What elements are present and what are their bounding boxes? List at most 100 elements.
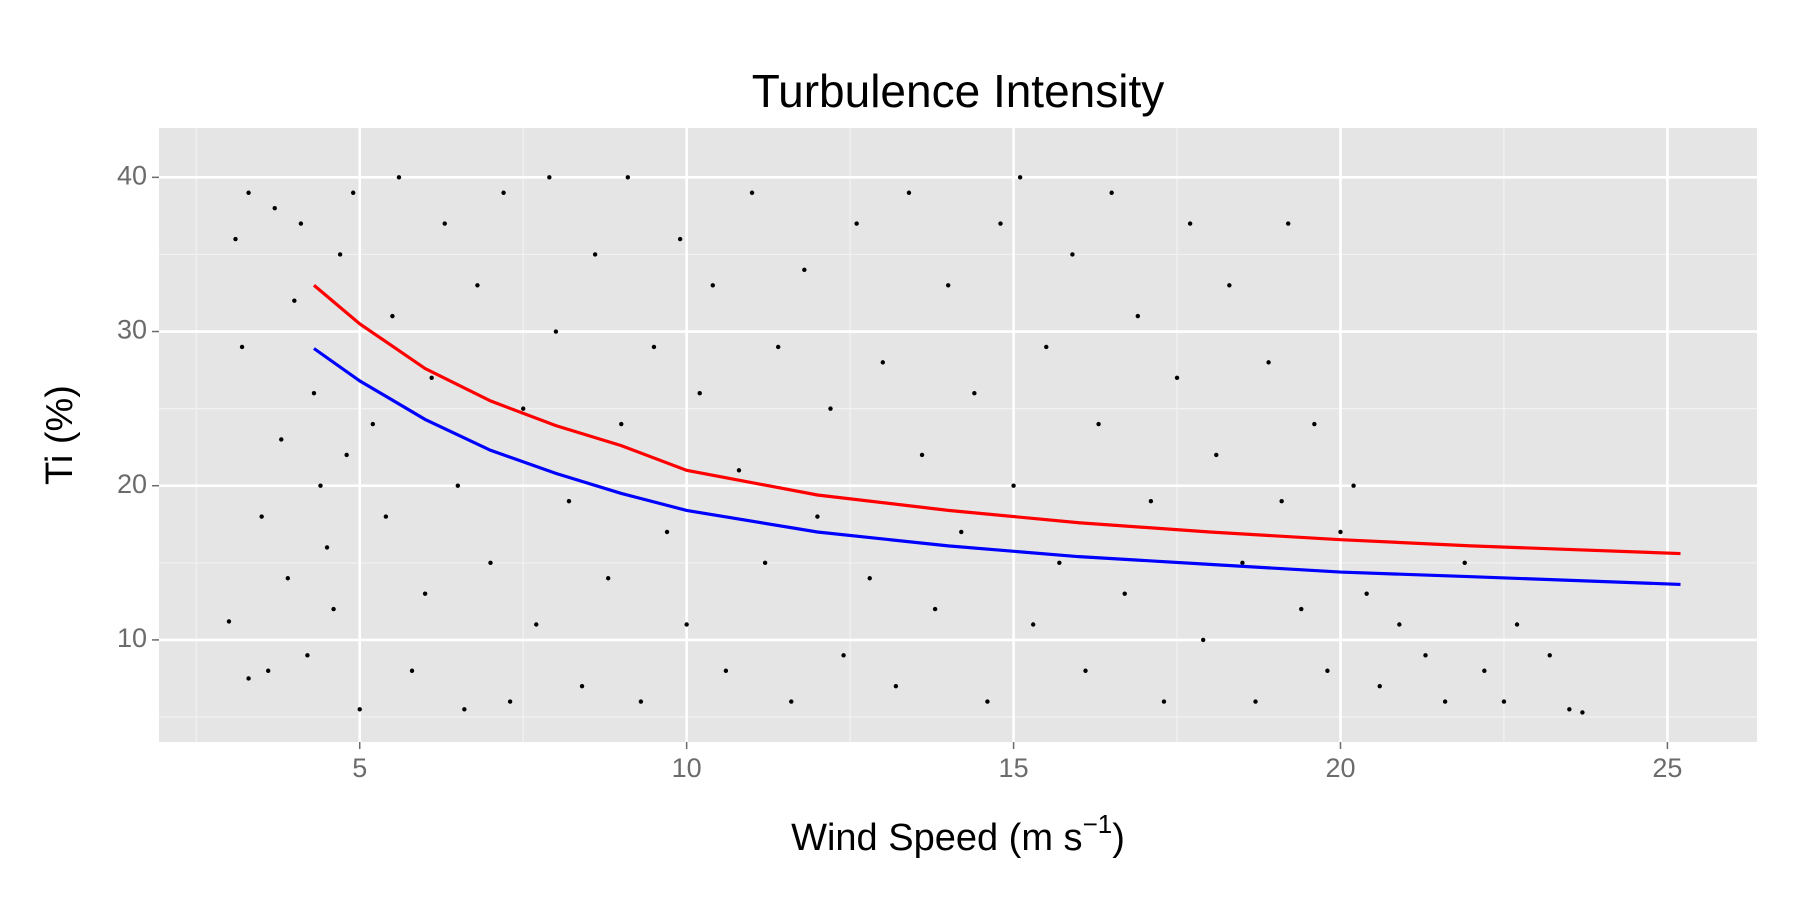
point (1240, 560, 1245, 566)
point (1044, 344, 1049, 350)
point (547, 175, 552, 180)
point (651, 344, 657, 350)
plot-panel (159, 128, 1757, 742)
point (625, 175, 631, 180)
point (409, 668, 415, 673)
point (246, 676, 251, 681)
point (324, 545, 330, 550)
point (259, 514, 264, 519)
point (1462, 560, 1467, 566)
point (311, 391, 317, 396)
point (1514, 622, 1520, 627)
point (298, 221, 304, 226)
point (736, 468, 742, 473)
point (475, 283, 480, 288)
point (619, 421, 624, 427)
point (1482, 668, 1487, 673)
point (383, 514, 389, 519)
point (1279, 498, 1284, 504)
point (318, 483, 323, 488)
point (1580, 710, 1585, 715)
point (1135, 313, 1141, 319)
point (422, 591, 428, 596)
fit-line (312, 284, 1681, 556)
point (390, 313, 395, 319)
x-label-main: Wind Speed (m s (791, 817, 1082, 859)
point (1442, 699, 1448, 704)
point (442, 221, 447, 226)
point (350, 190, 356, 195)
point (1057, 560, 1062, 566)
chart-title: Turbulence Intensity (752, 65, 1165, 117)
point (1299, 606, 1304, 612)
point (1148, 498, 1154, 504)
point (566, 498, 572, 504)
point (488, 560, 493, 566)
point (1030, 622, 1036, 627)
y-axis-label: Ti (%) (39, 385, 81, 485)
point (867, 576, 872, 581)
point (1364, 591, 1369, 596)
point (684, 622, 689, 627)
point (880, 360, 886, 365)
point (1109, 190, 1114, 195)
point (501, 190, 506, 195)
point (337, 252, 343, 257)
point (854, 221, 859, 226)
point (370, 421, 376, 427)
y-tick-label: 30 (117, 315, 147, 345)
fit-line (313, 347, 1681, 587)
point (815, 514, 820, 519)
x-axis-label: Wind Speed (m s−1) (791, 809, 1125, 859)
point (1351, 483, 1356, 488)
x-label-end: ) (1112, 817, 1125, 859)
point (520, 406, 526, 411)
point (429, 375, 434, 380)
point (579, 683, 585, 689)
point (1011, 483, 1016, 488)
point (664, 529, 670, 535)
point (357, 707, 362, 712)
x-tick-label: 25 (1652, 753, 1682, 783)
point (292, 298, 297, 303)
point (279, 437, 284, 442)
point (1083, 668, 1088, 673)
point (553, 329, 559, 334)
point (605, 576, 611, 581)
point (945, 283, 951, 288)
point (1227, 283, 1232, 288)
point (1070, 252, 1075, 257)
point (455, 483, 461, 488)
point (775, 344, 781, 350)
point (723, 668, 729, 673)
point (305, 653, 310, 658)
point (1377, 683, 1382, 689)
point (1174, 375, 1180, 380)
point (265, 668, 271, 673)
point (749, 190, 755, 195)
x-label-sup: −1 (1083, 809, 1113, 839)
point (710, 283, 716, 288)
point (919, 452, 925, 458)
point (697, 391, 702, 396)
point (1501, 699, 1507, 704)
point (1397, 622, 1402, 627)
point (1017, 175, 1023, 180)
point (985, 699, 990, 704)
point (1214, 452, 1219, 458)
point (828, 406, 833, 411)
point (932, 606, 938, 612)
point (272, 205, 277, 211)
point (233, 236, 238, 242)
point (762, 560, 768, 566)
point (1253, 699, 1258, 704)
y-tick-label: 20 (117, 469, 147, 499)
point (462, 707, 467, 712)
point (285, 576, 291, 581)
point (1285, 221, 1291, 226)
y-tick-label: 10 (117, 623, 147, 653)
point (1096, 421, 1101, 427)
point (344, 452, 349, 458)
point (1423, 653, 1428, 658)
point (507, 699, 513, 704)
